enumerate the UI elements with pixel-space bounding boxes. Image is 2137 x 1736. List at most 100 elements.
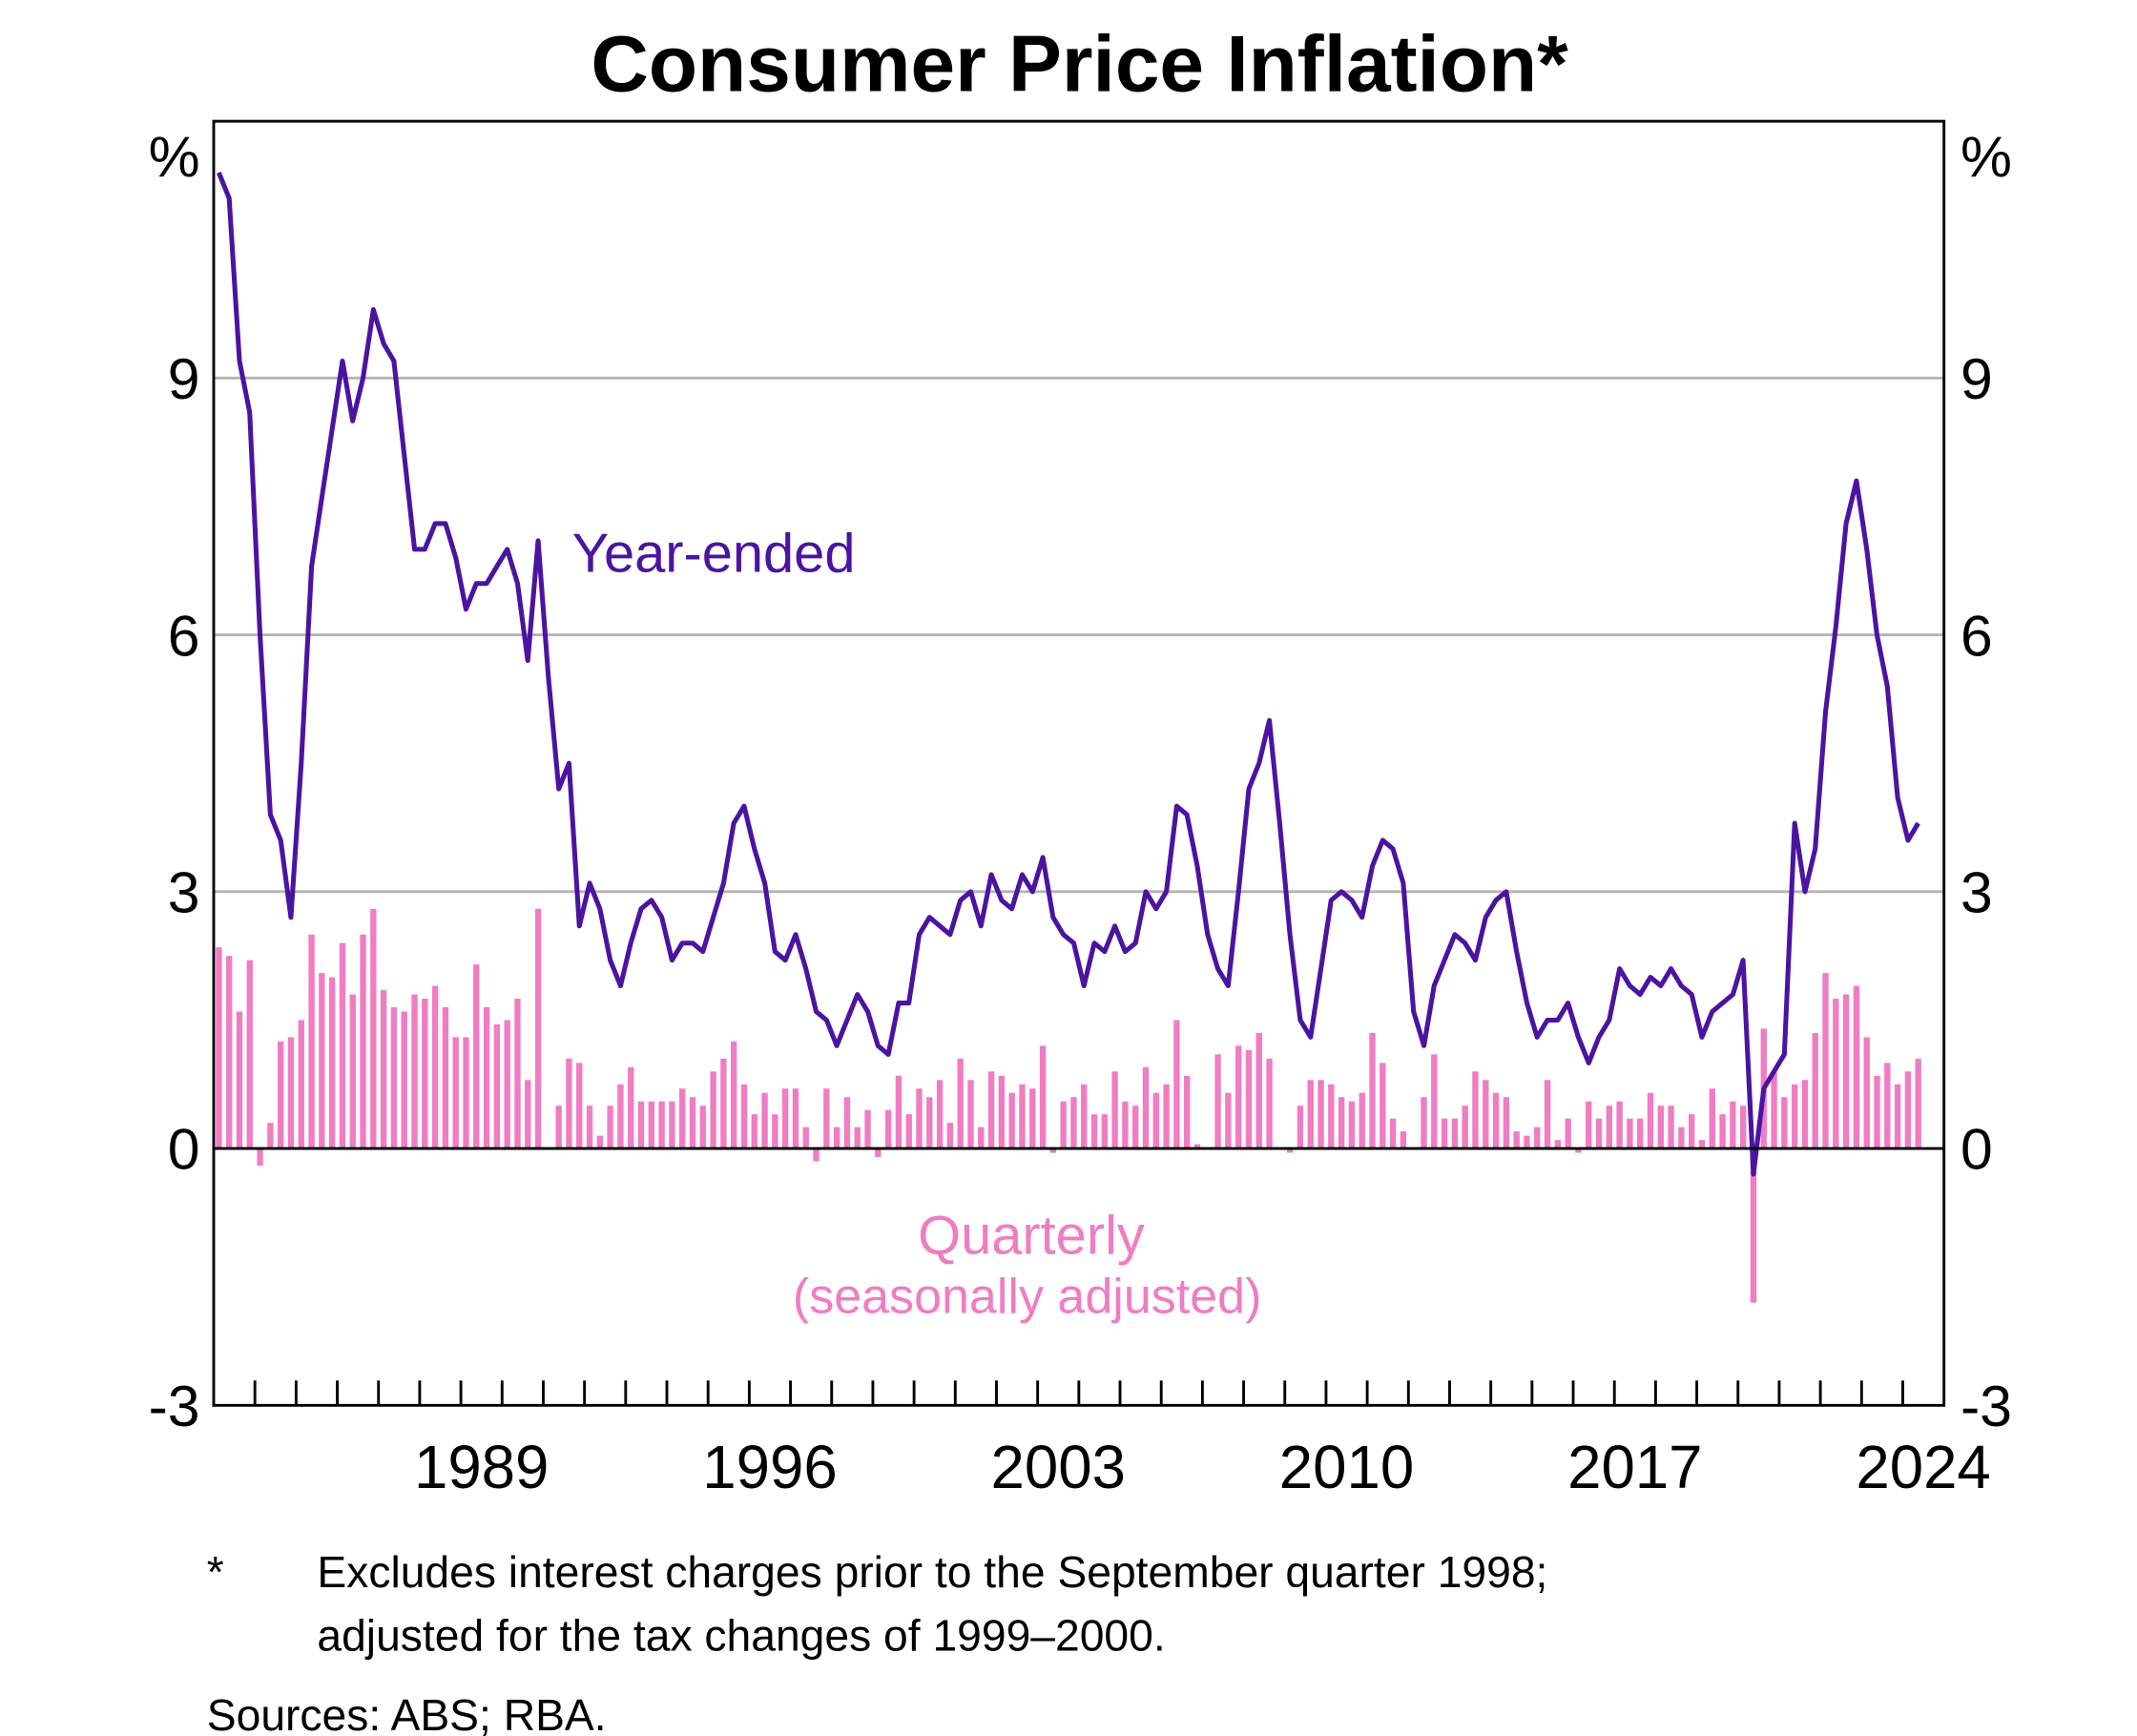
quarterly-bar — [596, 1135, 604, 1149]
quarterly-bar — [1152, 1092, 1159, 1149]
quarterly-bar — [658, 1101, 665, 1149]
quarterly-bar — [772, 1114, 778, 1149]
quarterly-bar — [1730, 1101, 1736, 1149]
quarterly-bar — [710, 1071, 716, 1149]
quarterly-bar — [401, 1011, 407, 1149]
quarterly-bar — [689, 1097, 696, 1149]
quarterly-bar — [833, 1126, 840, 1149]
quarterly-bar — [628, 1066, 634, 1149]
quarterly-bar — [287, 1037, 295, 1149]
quarterly-bar — [957, 1058, 964, 1149]
quarterly-bar — [1163, 1084, 1170, 1149]
quarterly-bar — [267, 1123, 274, 1149]
quarterly-bar — [1049, 1148, 1057, 1153]
x-tick-label: 1989 — [414, 1434, 549, 1501]
quarterly-bar — [1689, 1114, 1695, 1149]
quarterly-bar — [1534, 1126, 1541, 1149]
quarterly-bar — [504, 1020, 510, 1149]
quarterly-bar — [1719, 1114, 1726, 1149]
quarterly-bar — [586, 1106, 593, 1149]
annotation-quarterly-sub: (seasonally adjusted) — [793, 1270, 1262, 1325]
quarterly-bar — [751, 1114, 757, 1149]
quarterly-bar — [216, 947, 222, 1149]
quarterly-bar — [1193, 1144, 1201, 1149]
quarterly-bar — [1019, 1084, 1026, 1149]
quarterly-bar — [607, 1106, 613, 1149]
quarterly-bar — [1472, 1071, 1479, 1149]
quarterly-bar — [1431, 1054, 1438, 1149]
quarterly-bar — [411, 994, 418, 1149]
quarterly-bar — [720, 1058, 727, 1149]
quarterly-bar — [463, 1037, 469, 1149]
quarterly-bar — [1483, 1080, 1489, 1149]
quarterly-bar — [525, 1080, 531, 1149]
quarterly-bar — [1328, 1084, 1335, 1149]
quarterly-bar — [1245, 1049, 1253, 1149]
quarterly-bar — [1586, 1101, 1592, 1149]
quarterly-bar — [1369, 1032, 1376, 1149]
quarterly-bar — [236, 1011, 243, 1149]
y-tick-label-right: 3 — [1961, 860, 1993, 925]
footnote-star: * — [207, 1547, 224, 1597]
quarterly-bar — [731, 1041, 737, 1149]
y-tick-label-right: 0 — [1961, 1117, 1993, 1182]
quarterly-bar — [967, 1080, 974, 1149]
y-tick-label-left: -3 — [149, 1374, 200, 1438]
quarterly-bar — [637, 1101, 645, 1149]
quarterly-bar — [431, 985, 439, 1149]
quarterly-bar — [1544, 1080, 1551, 1149]
quarterly-bar — [1781, 1097, 1788, 1149]
y-tick-label-left: 3 — [168, 860, 200, 925]
quarterly-bar — [1884, 1063, 1891, 1149]
x-tick-label: 2003 — [991, 1434, 1126, 1501]
quarterly-bar — [1503, 1097, 1510, 1149]
quarterly-bar — [1606, 1106, 1612, 1149]
y-tick-label-left: 9 — [168, 346, 200, 411]
quarterly-bar — [360, 934, 366, 1149]
quarterly-bar — [1142, 1066, 1150, 1149]
quarterly-bar — [493, 1023, 501, 1149]
quarterly-bar — [390, 1007, 398, 1149]
quarterly-bar — [246, 960, 253, 1149]
quarterly-bar — [864, 1109, 871, 1149]
quarterly-bar — [1039, 1045, 1047, 1149]
chart-title: Consumer Price Inflation* — [591, 18, 1568, 108]
quarterly-bar — [1255, 1032, 1262, 1149]
quarterly-bar — [308, 934, 315, 1149]
quarterly-bar — [370, 908, 377, 1149]
quarterly-bar — [1307, 1080, 1314, 1149]
quarterly-bar — [1647, 1092, 1654, 1149]
quarterly-bar — [1338, 1097, 1345, 1149]
quarterly-bar — [1575, 1148, 1582, 1153]
quarterly-bar — [1668, 1106, 1674, 1149]
x-tick-label: 2024 — [1856, 1434, 1990, 1501]
quarterly-bar — [349, 994, 356, 1149]
y-tick-label-left: 6 — [168, 603, 200, 668]
x-tick-label: 1996 — [702, 1434, 837, 1501]
annotation-year-ended: Year-ended — [572, 523, 856, 584]
quarterly-bar — [1400, 1131, 1407, 1149]
quarterly-bar — [1894, 1084, 1901, 1149]
quarterly-bar — [319, 973, 325, 1149]
quarterly-bar — [277, 1041, 284, 1149]
quarterly-bar — [1286, 1148, 1294, 1153]
quarterly-bar — [1565, 1118, 1571, 1149]
quarterly-bar — [1173, 1020, 1180, 1149]
quarterly-bar — [823, 1088, 830, 1149]
quarterly-bar — [339, 942, 346, 1149]
quarterly-bar — [257, 1148, 263, 1167]
quarterly-bar — [1297, 1106, 1304, 1149]
quarterly-bar — [1709, 1088, 1715, 1149]
quarterly-bar — [1111, 1071, 1118, 1149]
quarterly-bar — [1657, 1106, 1664, 1149]
quarterly-bar — [761, 1092, 768, 1149]
footnote-line-2: adjusted for the tax changes of 1999–200… — [317, 1610, 1165, 1660]
footnote-line-1: Excludes interest charges prior to the S… — [317, 1547, 1547, 1597]
quarterly-bar — [1524, 1135, 1530, 1149]
quarterly-bar — [1225, 1092, 1232, 1149]
quarterly-bar — [1462, 1106, 1468, 1149]
quarterly-bar — [679, 1088, 686, 1149]
year-ended-line — [217, 172, 1920, 1177]
quarterly-bar — [843, 1097, 851, 1149]
